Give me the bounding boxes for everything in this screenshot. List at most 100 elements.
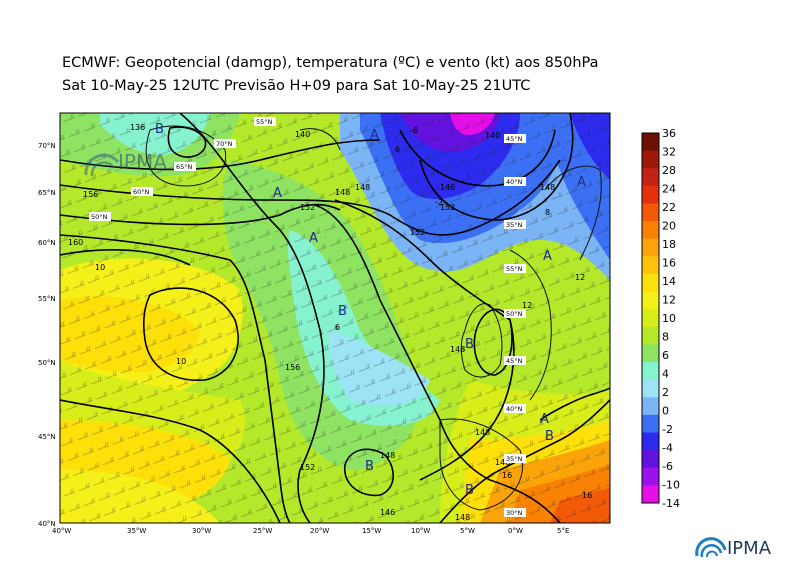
colorbar-label: 10 — [662, 312, 676, 325]
colorbar-border — [641, 132, 660, 504]
contour-label: 8 — [545, 208, 550, 217]
colorbar-label: 8 — [662, 331, 669, 344]
colorbar-swatch — [642, 273, 659, 293]
colorbar-label: 36 — [662, 127, 676, 140]
grid-label: 60°N — [133, 188, 150, 196]
colorbar-swatch — [642, 133, 659, 152]
colorbar-swatch — [642, 256, 659, 275]
colorbar-swatch — [642, 221, 659, 240]
grid-label: 55°N — [506, 265, 523, 273]
x-tick: 25°W — [253, 527, 272, 535]
colorbar-swatch — [642, 414, 659, 434]
y-tick: 50°N — [38, 359, 56, 367]
y-tick: 70°N — [38, 142, 56, 150]
colorbar-swatch — [642, 344, 659, 363]
colorbar-swatch — [642, 397, 659, 416]
contour-label: 12 — [522, 301, 532, 310]
colorbar-label: 14 — [662, 275, 676, 288]
contour-label: 156 — [285, 363, 300, 372]
grid-label: 65°N — [176, 163, 193, 171]
grid-label: 40°N — [506, 178, 523, 186]
high-label: A — [273, 186, 282, 201]
contour-label: 152 — [300, 463, 315, 472]
contour-label: 140 — [485, 131, 500, 140]
low-label: B — [155, 122, 164, 137]
map-field: 152 148 148 146 140 136 156 156 160 140 … — [60, 113, 610, 523]
colorbar-swatch — [642, 238, 659, 257]
colorbar-swatch — [642, 203, 659, 222]
y-tick: 45°N — [38, 433, 56, 441]
high-label: A — [543, 249, 552, 264]
colorbar-label: 32 — [662, 146, 676, 159]
colorbar-swatch — [642, 309, 659, 328]
contour-label: 146 — [440, 183, 455, 192]
grid-label: 55°N — [256, 118, 273, 126]
colorbar-label: -14 — [662, 497, 680, 510]
contour-label: 6 — [335, 323, 340, 332]
x-tick: 15°W — [362, 527, 381, 535]
contour-label: 6 — [395, 145, 400, 154]
contour-label: 16 — [582, 491, 592, 500]
colorbar-label: 28 — [662, 164, 676, 177]
high-label: A — [309, 231, 318, 246]
contour-label: 10 — [176, 357, 186, 366]
colorbar-label: 16 — [662, 257, 676, 270]
grid-label: 50°N — [91, 213, 108, 221]
colorbar-label: 6 — [662, 349, 669, 362]
colorbar-swatch — [642, 168, 659, 187]
ipma-watermark-text: IPMA — [118, 150, 167, 174]
colorbar-label: 12 — [662, 294, 676, 307]
x-tick: 20°W — [310, 527, 329, 535]
low-label: B — [365, 459, 374, 474]
contour-label: 148 — [475, 428, 490, 437]
x-tick: 10°W — [411, 527, 430, 535]
low-label: B — [465, 483, 474, 498]
contour-label: 146 — [380, 508, 395, 517]
grid-label: 70°N — [216, 140, 233, 148]
x-tick: 5°W — [460, 527, 475, 535]
high-label: A — [370, 128, 379, 143]
contour-label: 152 — [440, 203, 455, 212]
colorbar-swatch — [642, 362, 659, 381]
y-tick: 65°N — [38, 189, 56, 197]
contour-label: -2 — [435, 198, 443, 207]
ipma-watermark — [84, 153, 120, 177]
colorbar-label: 0 — [662, 405, 669, 418]
x-tick: 5°E — [557, 527, 569, 535]
contour-label: -6 — [410, 126, 418, 135]
ipma-logo-text: IPMA — [727, 538, 772, 559]
grid-label: 35°N — [506, 221, 523, 229]
x-tick: 35°W — [127, 527, 146, 535]
y-tick: 60°N — [38, 239, 56, 247]
grid-label: 45°N — [506, 357, 523, 365]
colorbar-swatch — [642, 467, 659, 486]
y-tick: 40°N — [38, 520, 56, 528]
colorbar-label: -2 — [662, 423, 673, 436]
colorbar-label: 4 — [662, 368, 669, 381]
contour-label: 148 — [380, 451, 395, 460]
high-label: A — [540, 412, 549, 427]
colorbar-swatch — [642, 185, 659, 204]
x-axis-ticks: 40°W 35°W 30°W 25°W 20°W 15°W 10°W 5°W 0… — [52, 527, 569, 535]
contour-label: 148 — [355, 183, 370, 192]
colorbar-label: -6 — [662, 460, 673, 473]
grid-label: 45°N — [506, 135, 523, 143]
contour-label: 16 — [502, 471, 512, 480]
low-label: B — [338, 304, 347, 319]
colorbar-label: 22 — [662, 201, 676, 214]
colorbar-swatch — [642, 432, 659, 451]
map-subtitle: Sat 10-May-25 12UTC Previsão H+09 para S… — [62, 78, 531, 94]
grid-label: 30°N — [506, 509, 523, 517]
contour-label: 152 — [410, 228, 425, 237]
colorbar-label: -4 — [662, 442, 673, 455]
grid-labels: 70°N 65°N 60°N 55°N 50°N 45°N 40°N 35°N … — [89, 117, 526, 517]
x-tick: 40°W — [52, 527, 71, 535]
low-label: B — [465, 337, 474, 352]
grid-label: 50°N — [506, 310, 523, 318]
contour-label: 10 — [95, 263, 105, 272]
contour-label: 148 — [455, 513, 470, 522]
colorbar-swatch — [642, 485, 659, 504]
contour-label: 156 — [83, 190, 98, 199]
